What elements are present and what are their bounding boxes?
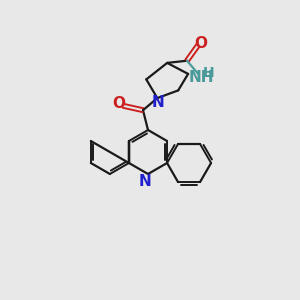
Text: H: H xyxy=(203,66,215,80)
Text: N: N xyxy=(139,173,152,188)
Text: O: O xyxy=(194,36,208,51)
Text: NH: NH xyxy=(188,70,214,86)
Text: N: N xyxy=(152,94,165,110)
Text: O: O xyxy=(113,96,126,111)
